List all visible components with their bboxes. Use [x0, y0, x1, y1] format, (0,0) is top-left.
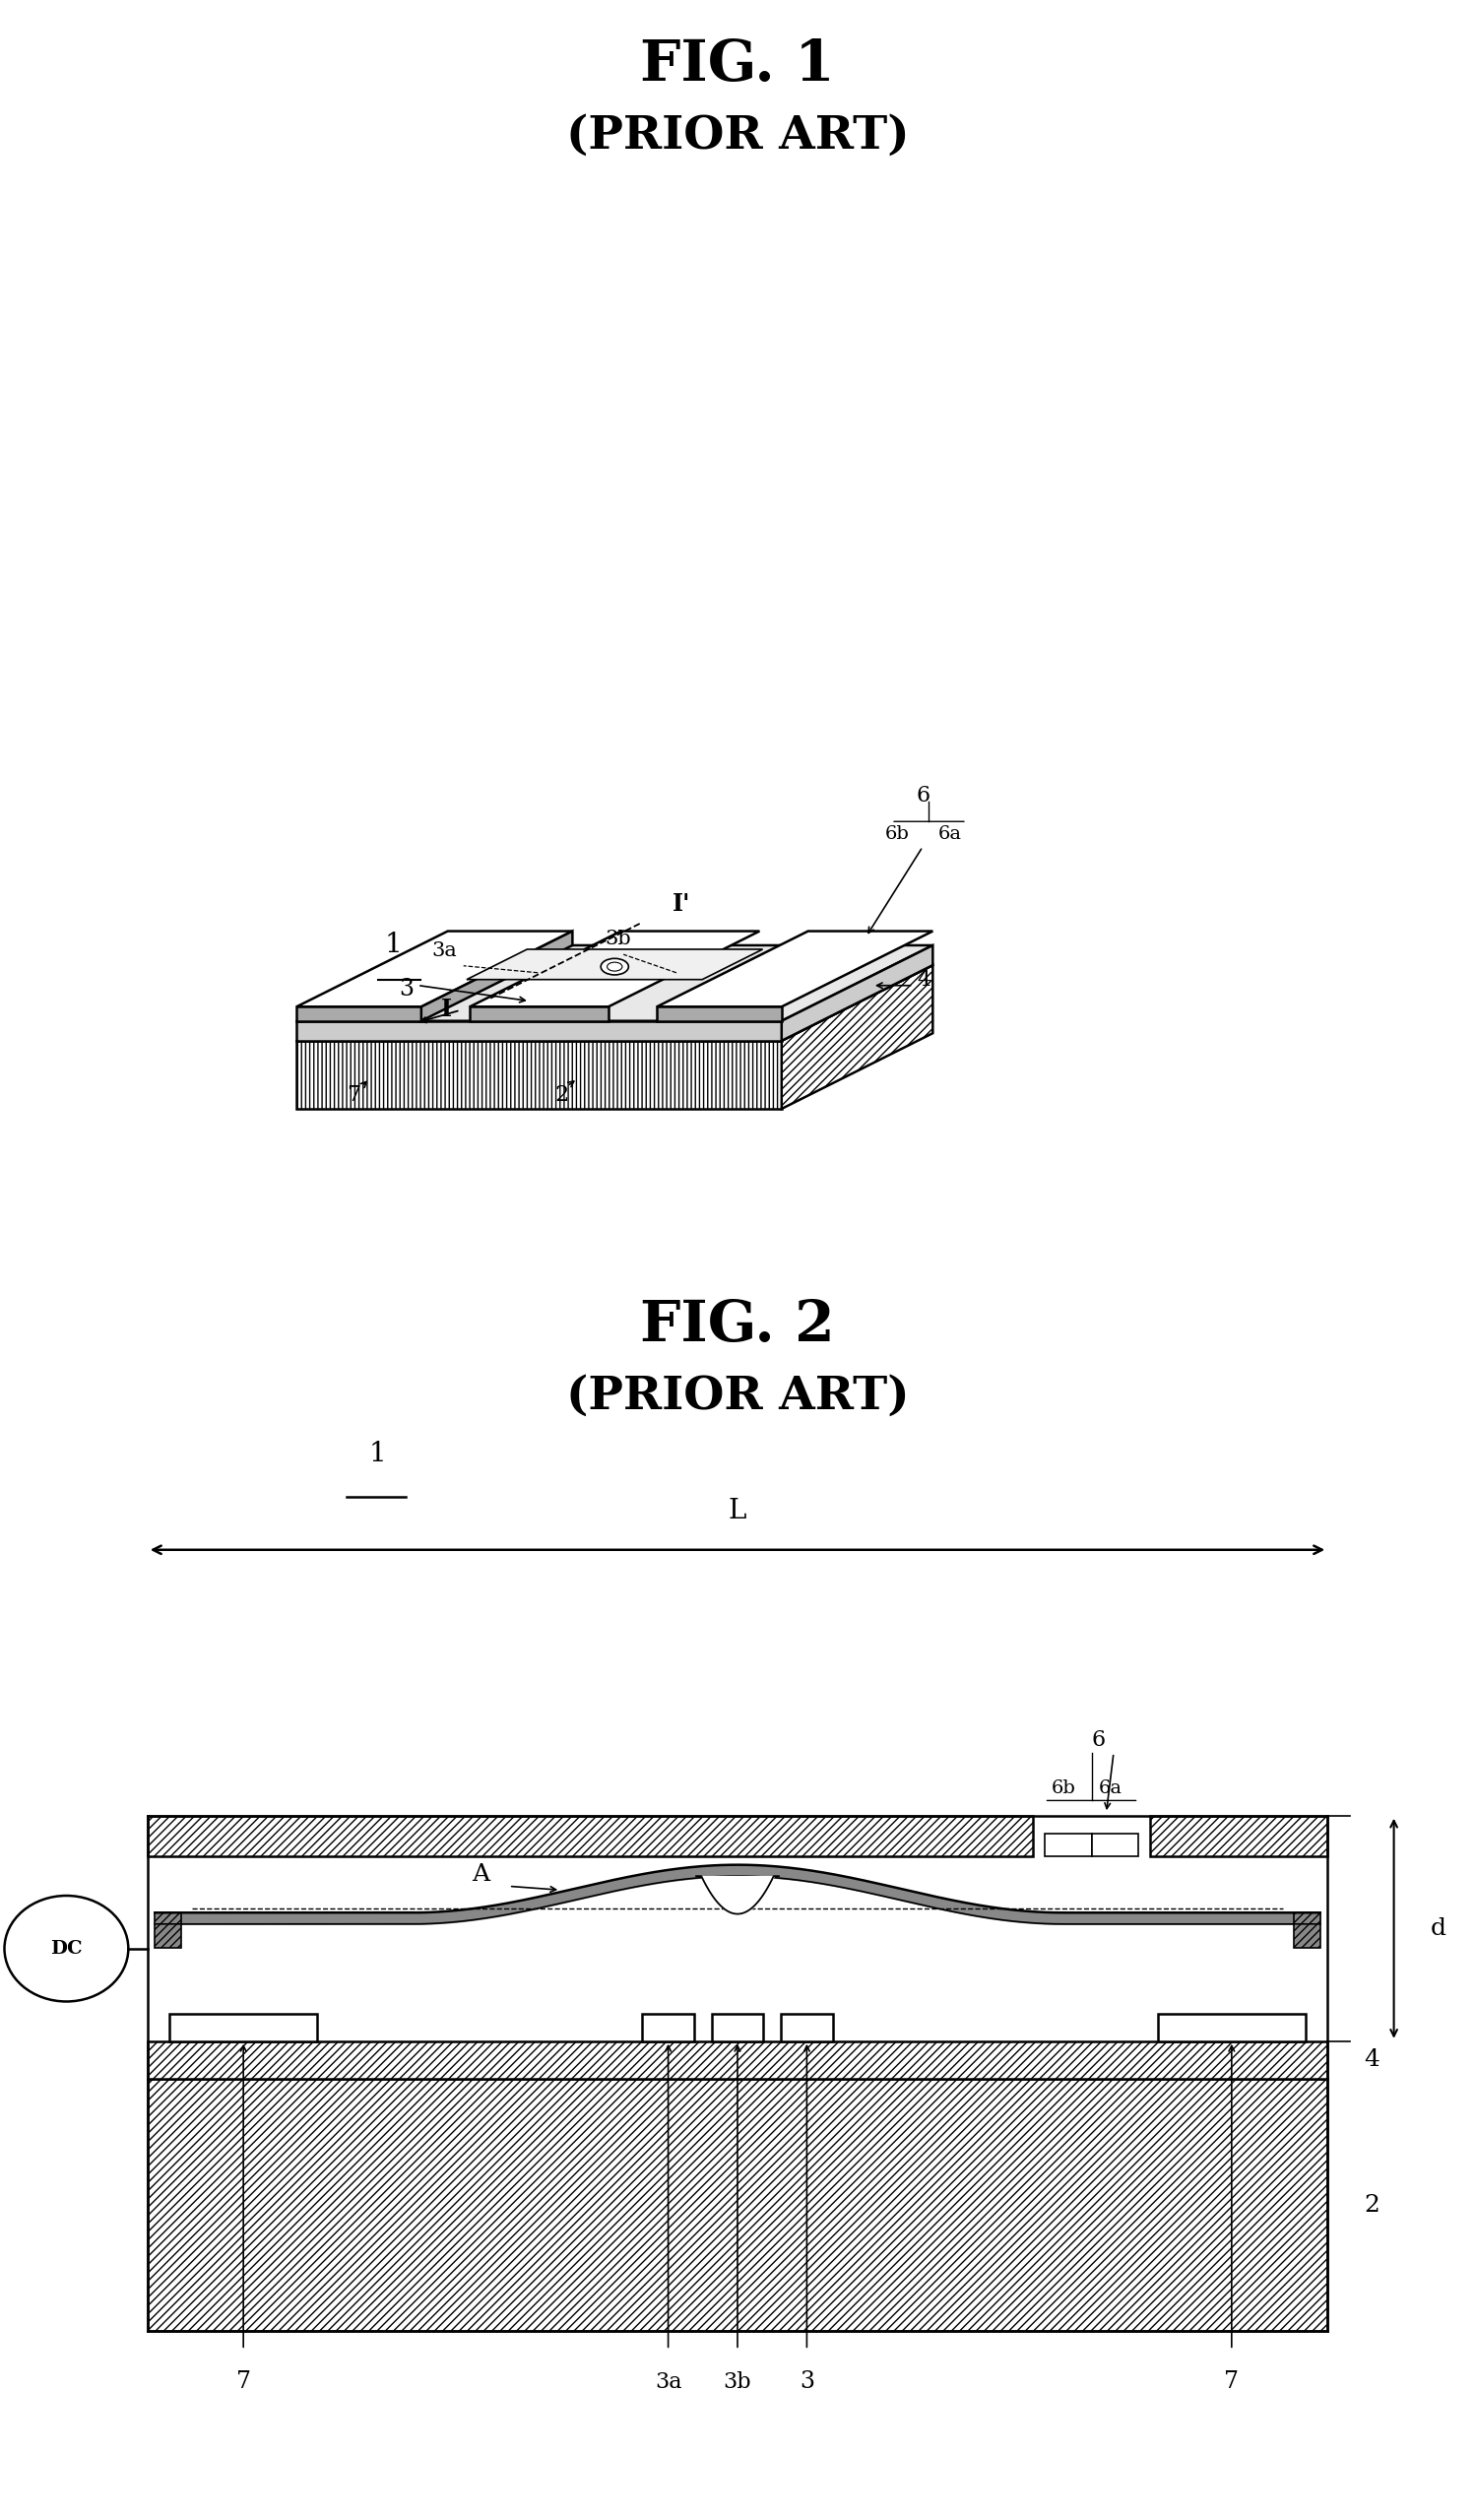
Text: I': I': [673, 892, 690, 915]
Bar: [148, 2079, 1328, 2331]
Polygon shape: [656, 1005, 782, 1021]
Polygon shape: [296, 965, 932, 1041]
Text: DC: DC: [50, 1940, 83, 1958]
Bar: [1150, 1814, 1328, 1855]
Text: d: d: [1431, 1918, 1447, 1940]
Text: (PRIOR ART): (PRIOR ART): [566, 113, 909, 159]
Polygon shape: [422, 930, 572, 1021]
Text: 1: 1: [385, 932, 403, 958]
Text: (PRIOR ART): (PRIOR ART): [566, 1373, 909, 1419]
Bar: [1158, 2013, 1305, 2041]
Ellipse shape: [600, 958, 628, 975]
Polygon shape: [466, 950, 763, 980]
Text: 6a: 6a: [938, 827, 962, 844]
Polygon shape: [782, 945, 932, 1041]
Polygon shape: [296, 1041, 782, 1109]
Polygon shape: [656, 930, 932, 1005]
Text: 3a: 3a: [655, 2371, 681, 2391]
Text: 7: 7: [236, 2369, 251, 2391]
Text: 6b: 6b: [1052, 1779, 1077, 1797]
Bar: [782, 2013, 832, 2041]
Bar: [712, 2013, 764, 2041]
Bar: [155, 1913, 181, 1948]
Text: 4: 4: [1364, 2049, 1381, 2071]
Text: 2: 2: [555, 1084, 569, 1106]
Text: 4: 4: [917, 968, 931, 990]
Polygon shape: [469, 1005, 608, 1021]
Text: 7: 7: [1224, 2369, 1239, 2391]
Text: 3b: 3b: [723, 2371, 752, 2391]
Polygon shape: [782, 965, 932, 1109]
Polygon shape: [296, 1021, 782, 1041]
Polygon shape: [296, 1005, 422, 1021]
Text: 6: 6: [1092, 1729, 1106, 1751]
Text: 1: 1: [369, 1441, 386, 1467]
Polygon shape: [296, 945, 932, 1021]
Text: L: L: [729, 1497, 746, 1525]
Bar: [148, 2041, 1328, 2079]
Bar: [1044, 1835, 1092, 1855]
Bar: [1092, 1835, 1139, 1855]
Text: 3: 3: [398, 978, 413, 1000]
Polygon shape: [296, 930, 572, 1005]
Text: A: A: [472, 1862, 490, 1885]
Text: 7: 7: [347, 1084, 361, 1106]
Text: 3b: 3b: [605, 930, 631, 948]
Text: 3: 3: [799, 2369, 814, 2391]
Bar: [643, 2013, 695, 2041]
Text: I: I: [441, 998, 453, 1021]
Bar: [148, 1814, 1032, 1855]
Circle shape: [4, 1895, 128, 2001]
Bar: [170, 2013, 317, 2041]
Bar: [1294, 1913, 1320, 1948]
Text: 6: 6: [916, 784, 931, 806]
Ellipse shape: [608, 963, 622, 970]
Text: FIG. 2: FIG. 2: [640, 1298, 835, 1353]
Polygon shape: [469, 930, 760, 1005]
Text: FIG. 1: FIG. 1: [640, 38, 835, 93]
Text: 6b: 6b: [885, 827, 910, 844]
Text: 3a: 3a: [432, 940, 457, 960]
Text: 6a: 6a: [1099, 1779, 1122, 1797]
Text: 2: 2: [1364, 2195, 1381, 2215]
